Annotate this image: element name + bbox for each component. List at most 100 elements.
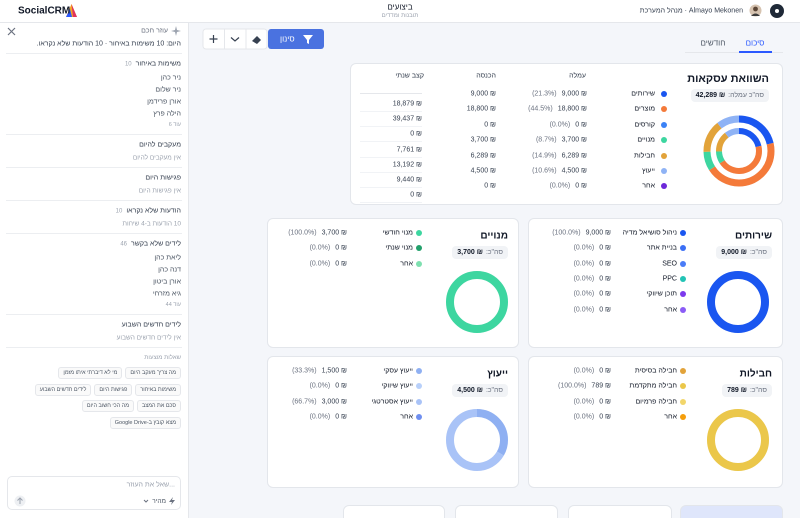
section-text: אין מעקבים להיום	[132, 154, 181, 162]
legend-dot	[680, 291, 686, 298]
item-value: 9,000 ₪ (100.0%)	[552, 230, 611, 237]
total-value: 42,289 ₪	[695, 92, 726, 99]
partial-card	[568, 505, 672, 518]
row-name: מנויים	[637, 136, 655, 144]
section-text: אין פגישות היום	[138, 187, 181, 195]
send-button[interactable]	[14, 495, 26, 507]
category-card: שירותים סה"כ: 9,000 ₪ ניהול סושיאל מדיה 9,00…	[528, 218, 783, 348]
mode-select[interactable]: מהיר	[143, 497, 175, 505]
filter-button[interactable]	[268, 29, 324, 49]
item-name: בניית אתר	[646, 244, 677, 252]
divider	[6, 167, 182, 168]
top-bar	[0, 0, 800, 23]
section-item[interactable]: גיא מזרחי	[152, 290, 181, 298]
suggestion-chip[interactable]: לידים חדשים השבוע	[34, 383, 92, 396]
item-value: 0 ₪ (0.0%)	[310, 260, 347, 267]
legend-dot	[416, 230, 422, 236]
commission-pct: (21.3%)	[532, 90, 557, 98]
row-name: שירותים	[631, 90, 655, 98]
annual-rate: 18,879 ₪	[392, 100, 422, 108]
section-count: 10	[124, 61, 132, 67]
section-title-text: לידים חדשים השבוע	[121, 321, 181, 329]
legend-dot	[680, 398, 686, 405]
eraser-icon[interactable]	[252, 36, 261, 44]
commission: 4,500 ₪	[561, 167, 587, 175]
item-name: אחר	[400, 413, 413, 421]
page-subtitle: תובנות ומדדים	[381, 13, 419, 19]
donut	[446, 271, 508, 333]
tab[interactable]: סיכום	[745, 38, 765, 48]
total-pill: סה"כ: 789 ₪	[722, 384, 772, 397]
item-name: SEO	[662, 260, 677, 268]
suggestion-chip[interactable]: מה צריך מעקב היום	[125, 367, 181, 379]
tab[interactable]: חודשים	[700, 38, 726, 48]
item-name: אחר	[664, 413, 677, 421]
chat-input[interactable]	[7, 476, 181, 510]
item-pct: (100.0%)	[552, 229, 581, 237]
tabs-border	[685, 52, 783, 53]
suggestion-chip[interactable]: פגישות היום	[94, 383, 133, 396]
legend-dot	[661, 91, 667, 97]
item-name: מנוי חודשי	[382, 229, 413, 237]
item-amount: 0 ₪	[599, 244, 611, 252]
annual-rate: 0 ₪	[410, 191, 422, 199]
item-name: מנוי שנתי	[385, 244, 413, 252]
section-item[interactable]: אורן פרידמן	[147, 98, 181, 106]
donut-segment	[446, 409, 508, 471]
section-title: לידים שלא בקשר 46	[120, 241, 181, 248]
user-name: Almayo Mekonen · מנהל המערכת	[639, 7, 743, 15]
sparkle-icon	[171, 26, 181, 36]
section-title-text: לידים שלא בקשר	[131, 240, 181, 248]
suggestion-chip[interactable]: מי לא דיברתי איתו מזמן	[58, 367, 123, 379]
add-icon[interactable]	[209, 35, 218, 43]
row-name: חבילות	[634, 152, 655, 160]
legend-dot	[416, 413, 422, 420]
item-amount: 0 ₪	[599, 260, 611, 268]
filter-label[interactable]: סינון	[280, 34, 295, 44]
input-placeholder[interactable]: שאל את העוזר...	[126, 481, 175, 489]
suggestion-chip[interactable]: מצא קובץ ב-Google Drive	[109, 416, 181, 429]
section-item[interactable]: ליאת כהן	[154, 254, 181, 262]
settings-button[interactable]	[769, 3, 785, 19]
commission-cell: 4,500 ₪ (10.6%)	[532, 168, 587, 175]
user-avatar[interactable]	[749, 4, 762, 17]
donut-segment	[716, 128, 762, 174]
total-pill: סה"כ: 9,000 ₪	[716, 246, 772, 259]
section-item[interactable]: אורן ביטון	[153, 278, 181, 286]
item-amount: 789 ₪	[591, 382, 611, 390]
total-label: סה"כ:	[749, 249, 767, 256]
commission-cell: 3,700 ₪ (8.7%)	[536, 137, 587, 144]
suggestion-row: מצא קובץ ב-Google Drive	[109, 416, 181, 429]
item-name: ייעוץ עסקי	[383, 367, 413, 375]
donut-segment	[716, 128, 762, 174]
suggestion-chip[interactable]: סכם את המצב	[136, 400, 181, 412]
item-name: תוכן שיווקי	[646, 290, 677, 298]
suggestion-chip[interactable]: משימות באיחור	[135, 383, 181, 396]
total-value: 3,700 ₪	[457, 249, 483, 256]
legend-dot	[416, 260, 422, 267]
section-item[interactable]: ניר כהן	[160, 74, 181, 82]
legend-dot	[680, 245, 686, 252]
item-pct: (0.0%)	[573, 398, 595, 406]
row-name: קורסים	[634, 121, 656, 129]
tool-buttons[interactable]	[202, 28, 268, 50]
suggestion-chip[interactable]: מה הכי חשוב היום	[81, 400, 134, 412]
chevron-icon[interactable]	[230, 37, 240, 42]
card-title: ייעוץ	[487, 368, 508, 380]
item-pct: (0.0%)	[573, 367, 595, 375]
total-label: סה"כ:	[485, 249, 503, 256]
item-value: 0 ₪ (0.0%)	[574, 306, 611, 313]
section-item[interactable]: ניר שלום	[155, 86, 181, 94]
section-more[interactable]: עוד 6	[168, 122, 181, 128]
section-item[interactable]: הילה פרץ	[153, 110, 181, 118]
divider	[6, 200, 182, 201]
section-title: לידים חדשים השבוע	[122, 322, 181, 329]
section-more[interactable]: עוד 44	[165, 302, 181, 308]
item-amount: 9,000 ₪	[585, 229, 611, 237]
close-button[interactable]	[7, 27, 16, 36]
toolbar-buttons	[202, 28, 324, 50]
divider	[6, 233, 182, 234]
legend-dot	[661, 137, 667, 144]
section-item[interactable]: דנה כהן	[158, 266, 181, 274]
